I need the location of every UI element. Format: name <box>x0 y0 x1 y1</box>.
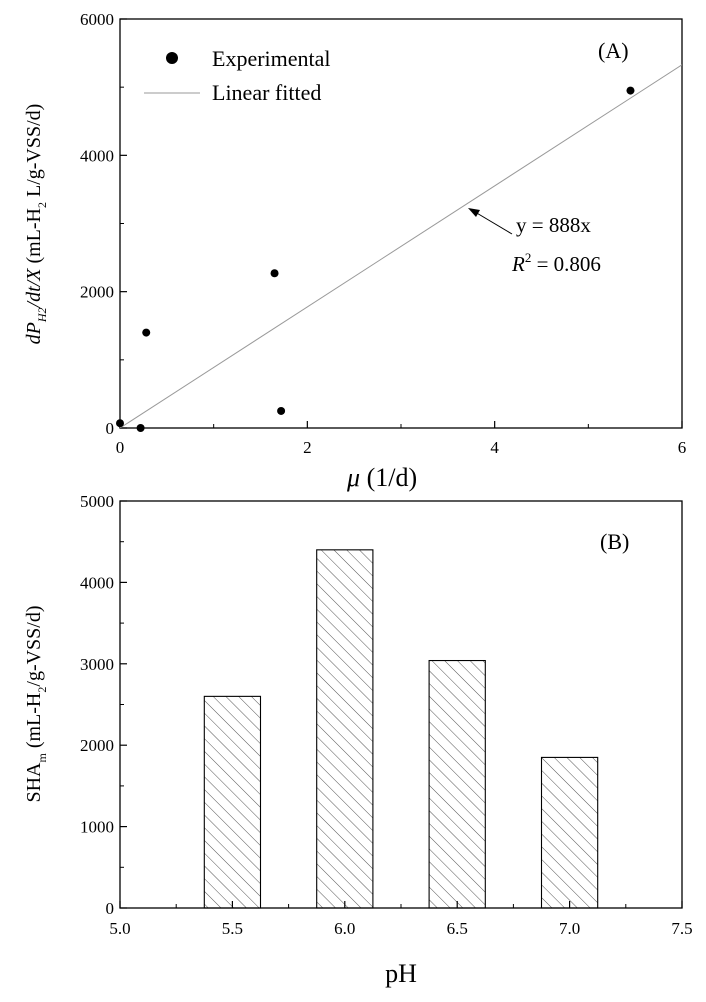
annotation-r-squared: R2 = 0.806 <box>511 250 601 276</box>
experimental-data-point <box>116 419 124 428</box>
panel-b-y-tick-label: 1000 <box>80 818 114 837</box>
panel-a-x-tick-label: 2 <box>303 438 312 457</box>
panel-a-label: (A) <box>598 38 629 63</box>
panel-b-x-tick-label: 5.5 <box>222 919 243 938</box>
panel-a-scatter-chart: 0 2 4 6 0 2000 4000 6000 Experimental Linear fi… <box>23 10 686 492</box>
panel-a-y-tick-label: 6000 <box>80 10 114 29</box>
panel-b-x-tick-label: 5.0 <box>109 919 130 938</box>
legend-experimental-marker <box>166 52 178 64</box>
panel-b-x-tick-label: 6.0 <box>334 919 355 938</box>
experimental-data-point <box>142 328 151 337</box>
bar-ph-7 <box>540 756 599 909</box>
experimental-data-point <box>136 424 145 432</box>
panel-a-x-tick-label: 4 <box>490 438 499 457</box>
panel-a-x-tick-label: 0 <box>116 438 125 457</box>
bar-ph-6-5 <box>428 659 486 909</box>
annotation-r-squared-symbol: R <box>511 252 525 276</box>
panel-a-fit-line <box>120 64 682 428</box>
panel-b-label: (B) <box>600 529 629 554</box>
panel-b-x-tick-label: 6.5 <box>447 919 468 938</box>
experimental-data-point <box>270 269 279 278</box>
panel-a-plot-frame <box>119 18 683 429</box>
bar-ph-5-5 <box>203 695 262 909</box>
experimental-data-point <box>277 406 286 415</box>
panel-a-x-axis-label: μ (1/d) <box>346 463 417 492</box>
annotation-r-squared-value: = 0.806 <box>531 252 601 276</box>
bar-ph-6 <box>316 549 374 909</box>
panel-b-y-tick-label: 0 <box>106 899 115 918</box>
panel-b-bar-chart: 5.0 5.5 6.0 6.5 7.0 7.5010002000300040005000 … <box>23 492 693 988</box>
panel-a-y-tick-label: 2000 <box>80 283 114 302</box>
annotation-arrow-head <box>468 208 480 217</box>
panel-b-y-tick-label: 5000 <box>80 492 114 511</box>
experimental-data-point <box>626 86 635 95</box>
panel-a-y-axis-label: dPH2/dt/X (mL-H2 L/g-VSS/d) <box>23 104 49 345</box>
panel-b-x-axis-label: pH <box>385 959 417 988</box>
panel-b-y-tick-label: 4000 <box>80 573 114 592</box>
panel-a-y-tick-label: 4000 <box>80 146 114 165</box>
panel-a-y-tick-label: 0 <box>106 419 115 438</box>
legend-fitted-label: Linear fitted <box>212 80 321 105</box>
annotation-equation: y = 888x <box>516 213 591 237</box>
panel-a-x-tick-label: 6 <box>678 438 687 457</box>
panel-b-x-tick-label: 7.5 <box>671 919 692 938</box>
annotation-r-squared-exponent: 2 <box>525 250 532 265</box>
panel-b-y-tick-label: 3000 <box>80 655 114 674</box>
panel-b-y-tick-label: 2000 <box>80 736 114 755</box>
panel-b-y-axis-label: SHAm (mL-H2/g-VSS/d) <box>23 605 49 802</box>
legend-experimental-label: Experimental <box>212 46 331 71</box>
panel-b-x-tick-label: 7.0 <box>559 919 580 938</box>
